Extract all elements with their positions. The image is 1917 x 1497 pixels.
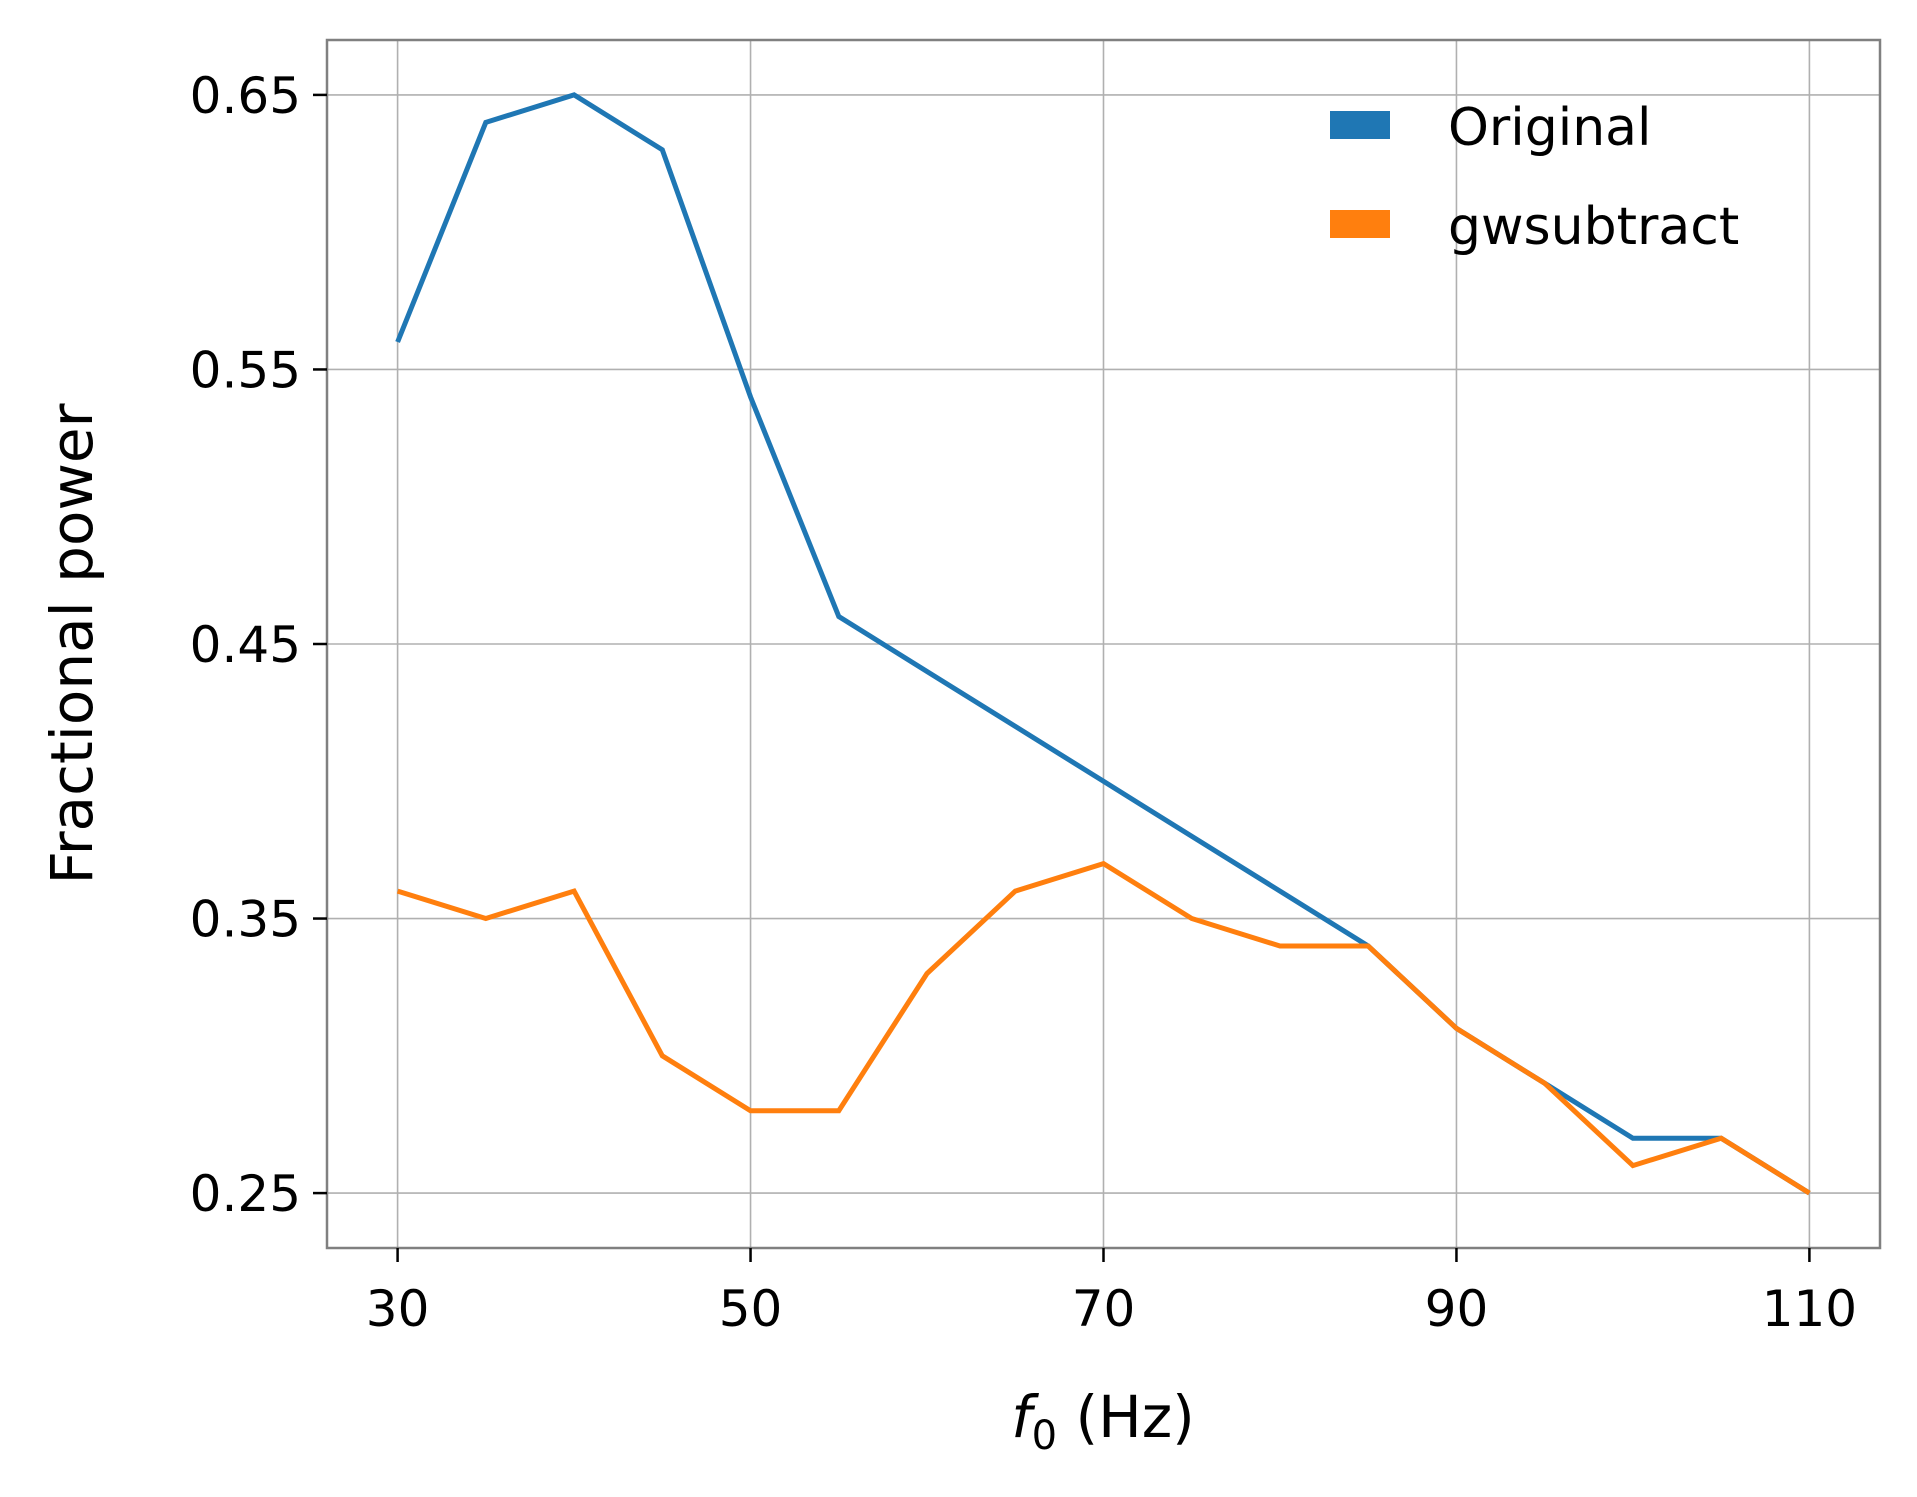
x-axis-label-subscript: 0 [1032,1413,1057,1459]
y-axis-label: Fractional power [38,403,106,884]
legend-swatch-original [1330,111,1390,139]
legend: Original gwsubtract [1330,98,1739,257]
legend-label-original: Original [1448,98,1651,158]
y-tick-label: 0.55 [190,341,301,399]
x-axis-label-unit: (Hz) [1057,1383,1195,1451]
series-line-gwsubtract [396,860,1811,1196]
x-tick-label: 30 [366,1280,430,1338]
y-tick-label: 0.35 [190,891,301,949]
x-tick-label: 90 [1425,1280,1489,1338]
y-tick-label: 0.25 [190,1165,301,1223]
x-tick-label: 70 [1072,1280,1136,1338]
legend-swatch-gwsubtract [1330,210,1390,238]
y-tick-label: 0.45 [190,616,301,674]
x-axis-label: f0 (Hz) [1011,1383,1195,1459]
series-lines [395,92,1811,1196]
series-line-original [395,92,1811,1196]
y-tick-label: 0.65 [190,67,301,125]
x-axis: 30 50 70 90 110 [366,1248,1857,1338]
x-tick-label: 110 [1762,1280,1857,1338]
grid-lines [327,40,1880,1248]
x-tick-label: 50 [719,1280,783,1338]
y-axis: 0.25 0.35 0.45 0.55 0.65 [190,67,327,1223]
legend-label-gwsubtract: gwsubtract [1448,197,1739,257]
